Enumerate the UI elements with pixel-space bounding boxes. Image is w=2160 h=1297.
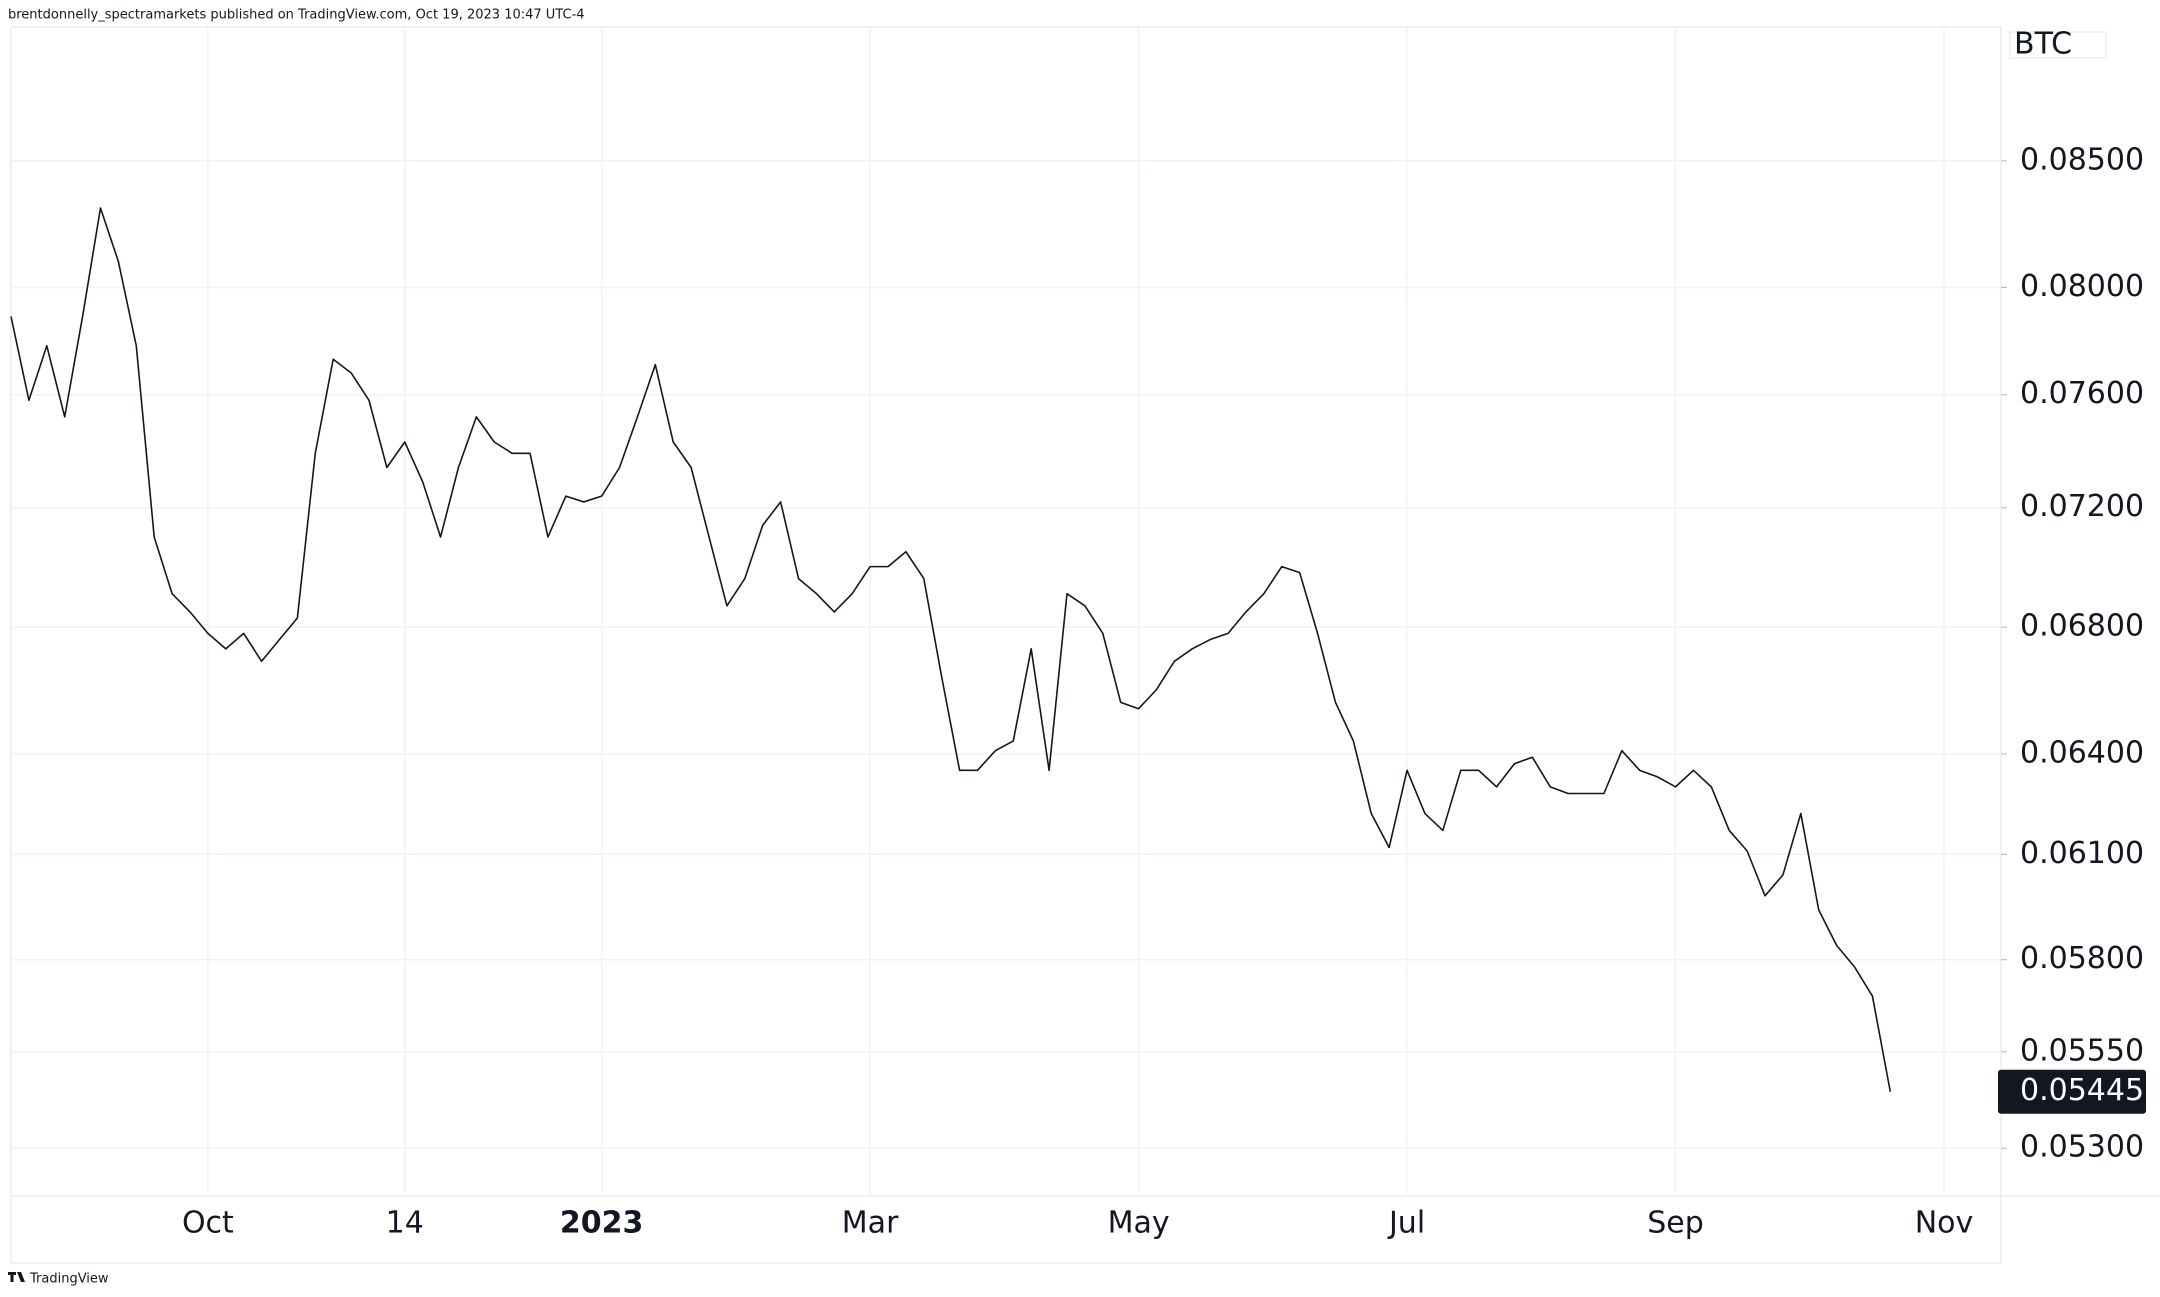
x-tick-label: May [1108, 1206, 1170, 1241]
x-tick-label: Mar [842, 1206, 899, 1241]
y-tick-label: 0.06400 [2020, 735, 2144, 770]
currency-box [2009, 31, 2107, 59]
last-price-label: 0.05445 [2020, 1073, 2144, 1108]
header: brentdonnelly_spectramarkets published o… [8, 8, 585, 23]
tv-logo [8, 1272, 25, 1282]
y-tick-label: 0.07200 [2020, 489, 2144, 524]
currency-label: BTC [2014, 27, 2072, 62]
y-tick-label: 0.06800 [2020, 609, 2144, 644]
y-tick-label: 0.08000 [2020, 269, 2144, 304]
footer: TradingView [29, 1272, 109, 1287]
y-tick-label: 0.05300 [2020, 1130, 2144, 1165]
x-tick-label: Sep [1647, 1206, 1704, 1241]
y-tick-label: 0.05800 [2020, 941, 2144, 976]
last-price-tag [1998, 1069, 2146, 1114]
x-tick-label: 14 [386, 1206, 424, 1241]
y-tick-label: 0.07600 [2020, 376, 2144, 411]
y-tick-label: 0.05550 [2020, 1033, 2144, 1068]
x-tick-label: Jul [1387, 1206, 1425, 1241]
y-tick-label: 0.06100 [2020, 836, 2144, 871]
y-tick-label: 0.08500 [2020, 142, 2144, 177]
x-tick-label: Oct [182, 1206, 234, 1241]
price-line [10, 207, 1892, 1092]
x-tick-label: Nov [1915, 1206, 1974, 1241]
x-tick-label: 2023 [560, 1206, 644, 1241]
